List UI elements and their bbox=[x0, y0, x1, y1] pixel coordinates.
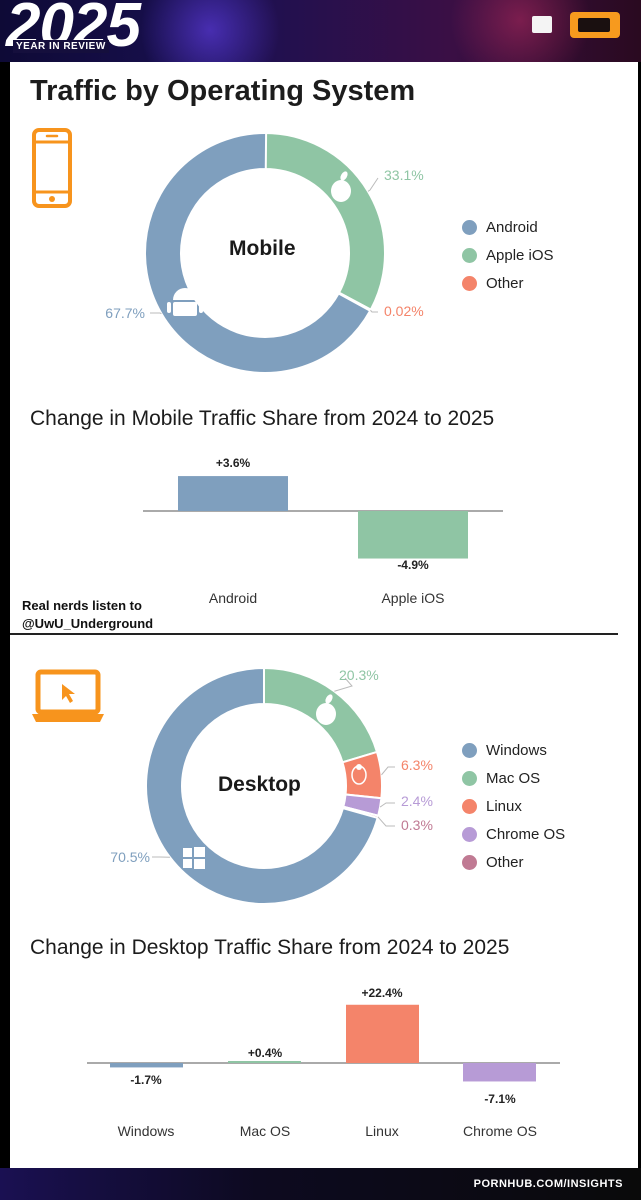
bar-value-label: +22.4% bbox=[361, 986, 403, 1000]
slice-value-label: 0.3% bbox=[401, 817, 433, 833]
legend-item-chrome-os: Chrome OS bbox=[462, 824, 565, 844]
legend-item-apple-ios: Apple iOS bbox=[462, 245, 554, 265]
desktop-change-title: Change in Desktop Traffic Share from 202… bbox=[30, 936, 510, 959]
slice-value-label: 6.3% bbox=[401, 757, 433, 773]
year-subtitle: YEAR IN REVIEW bbox=[13, 40, 109, 53]
bar-category-label: Mac OS bbox=[239, 1123, 291, 1139]
slice-value-label: 33.1% bbox=[384, 167, 424, 183]
slice-value-label: 2.4% bbox=[401, 793, 433, 809]
page-title: Traffic by Operating System bbox=[30, 75, 416, 107]
legend-swatch bbox=[462, 798, 477, 814]
legend-label: Apple iOS bbox=[486, 246, 554, 264]
slice-value-label: 20.3% bbox=[339, 667, 379, 683]
bar-windows bbox=[110, 1063, 183, 1068]
bar-category-label: Android bbox=[208, 590, 258, 606]
watermark-line: @UwU_Underground bbox=[22, 616, 154, 631]
legend-label: Linux bbox=[486, 797, 522, 815]
legend-swatch bbox=[462, 854, 477, 870]
legend-label: Mac OS bbox=[486, 769, 541, 787]
footer-link[interactable]: PORNHUB.COM/INSIGHTS bbox=[473, 1178, 623, 1190]
legend-item-linux: Linux bbox=[462, 796, 522, 816]
apple-icon bbox=[316, 694, 336, 725]
slice-value-label: 70.5% bbox=[110, 849, 150, 865]
legend-item-windows: Windows bbox=[462, 740, 547, 760]
legend-label: Other bbox=[486, 853, 524, 871]
legend-swatch bbox=[462, 247, 477, 263]
leader-line bbox=[381, 766, 395, 776]
desktop-change-bar-chart bbox=[87, 1004, 560, 1082]
bar-value-label: +0.4% bbox=[247, 1046, 283, 1060]
bar-chrome-os bbox=[463, 1063, 536, 1082]
bar-value-label: +3.6% bbox=[215, 456, 251, 470]
donut-slice-apple-ios bbox=[264, 131, 386, 312]
desktop-donut-chart: 20.3% 6.3% 2.4% 0.3% 70.5% bbox=[110, 666, 433, 905]
leader-line bbox=[379, 802, 395, 808]
leader-line bbox=[150, 312, 162, 315]
legend-item-android: Android bbox=[462, 217, 538, 237]
leader-line bbox=[377, 816, 395, 827]
bar-value-label: -7.1% bbox=[484, 1092, 516, 1106]
legend-swatch bbox=[462, 275, 477, 291]
watermark-text: Real nerds listen to @UwU_Underground bbox=[22, 597, 153, 633]
legend-label: Android bbox=[486, 218, 538, 236]
brand-logo-mark bbox=[532, 16, 552, 33]
phone-icon bbox=[32, 128, 72, 208]
mobile-change-bar-chart bbox=[143, 476, 503, 559]
bar-category-label: Windows bbox=[117, 1123, 175, 1139]
legend-item-other-desktop: Other bbox=[462, 852, 524, 872]
mobile-donut-chart: 33.1% 0.02% 67.7% bbox=[105, 131, 424, 374]
mobile-center-label: Mobile bbox=[229, 237, 296, 260]
windows-icon bbox=[183, 847, 205, 869]
bar-linux bbox=[346, 1004, 419, 1063]
bar-value-label: -4.9% bbox=[397, 558, 429, 572]
bar-android bbox=[178, 476, 288, 511]
mobile-change-title: Change in Mobile Traffic Share from 2024… bbox=[30, 407, 495, 430]
linux-icon bbox=[351, 764, 367, 785]
header-banner: 2025 YEAR IN REVIEW bbox=[0, 0, 641, 62]
legend-swatch bbox=[462, 742, 477, 758]
donut-slice-android bbox=[144, 132, 372, 374]
bar-category-label: Apple iOS bbox=[381, 590, 445, 606]
leader-line bbox=[334, 677, 353, 692]
legend-item-mac-os: Mac OS bbox=[462, 768, 540, 788]
legend-label: Windows bbox=[486, 741, 547, 759]
legend-swatch bbox=[462, 770, 477, 786]
bar-value-label: -1.7% bbox=[130, 1073, 162, 1087]
slice-value-label: 0.02% bbox=[384, 303, 424, 319]
bar-category-label: Linux bbox=[365, 1123, 399, 1139]
bar-mac-os bbox=[228, 1061, 301, 1063]
desktop-center-label: Desktop bbox=[218, 773, 301, 796]
laptop-icon bbox=[32, 669, 104, 722]
bar-apple-ios bbox=[358, 511, 468, 559]
legend-swatch bbox=[462, 219, 477, 235]
slice-value-label: 67.7% bbox=[105, 305, 145, 321]
bar-category-label: Chrome OS bbox=[463, 1123, 537, 1139]
android-icon bbox=[167, 288, 203, 316]
leader-line bbox=[370, 309, 378, 313]
legend-label: Chrome OS bbox=[486, 825, 566, 843]
legend-label: Other bbox=[486, 274, 524, 292]
leader-line bbox=[367, 177, 379, 192]
footer-banner: PORNHUB.COM/INSIGHTS bbox=[0, 1168, 641, 1200]
legend-item-other: Other bbox=[462, 273, 524, 293]
watermark-line: Real nerds listen to bbox=[22, 598, 142, 613]
legend-swatch bbox=[462, 826, 477, 842]
infographic-panel bbox=[10, 62, 638, 1168]
apple-icon bbox=[331, 171, 351, 202]
section-divider bbox=[10, 633, 618, 635]
brand-logo-icon bbox=[570, 12, 620, 38]
donut-slice-windows bbox=[145, 666, 379, 905]
